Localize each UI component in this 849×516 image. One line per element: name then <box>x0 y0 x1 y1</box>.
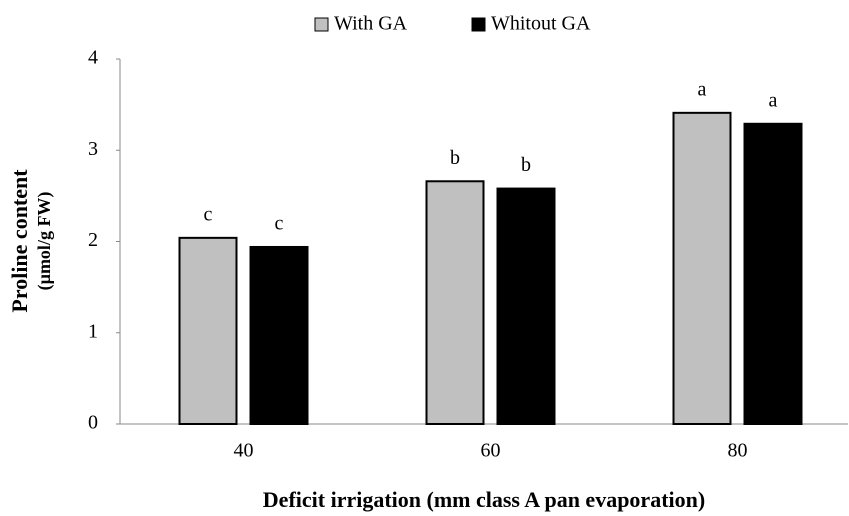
legend-label: Whitout GA <box>491 13 591 35</box>
bar <box>743 122 803 425</box>
significance-letter: c <box>204 203 213 225</box>
significance-letter: b <box>450 147 460 169</box>
y-tick-label: 1 <box>88 320 98 342</box>
x-tick-label: 60 <box>481 440 501 462</box>
significance-letter: a <box>769 89 778 111</box>
y-tick-label: 4 <box>88 47 98 69</box>
y-tick-label: 2 <box>88 229 98 251</box>
bar <box>496 187 556 425</box>
significance-letter: c <box>275 213 284 235</box>
bar <box>178 236 238 425</box>
bar <box>249 245 309 425</box>
significance-letter: a <box>698 78 707 100</box>
y-tick-label: 3 <box>88 138 98 160</box>
legend-swatch <box>471 17 486 32</box>
y-axis-label-unit: (µmol/g FW) <box>34 192 55 291</box>
legend-swatch <box>314 17 329 32</box>
significance-letter: b <box>521 154 531 176</box>
y-axis-label: Proline content <box>7 169 32 313</box>
bar <box>425 180 485 425</box>
bar <box>672 111 732 426</box>
x-tick-label: 80 <box>728 440 748 462</box>
x-axis-label: Deficit irrigation (mm class A pan evapo… <box>263 487 705 512</box>
x-tick-label: 40 <box>234 440 254 462</box>
y-tick-label: 0 <box>88 412 98 434</box>
legend-label: With GA <box>334 13 408 35</box>
